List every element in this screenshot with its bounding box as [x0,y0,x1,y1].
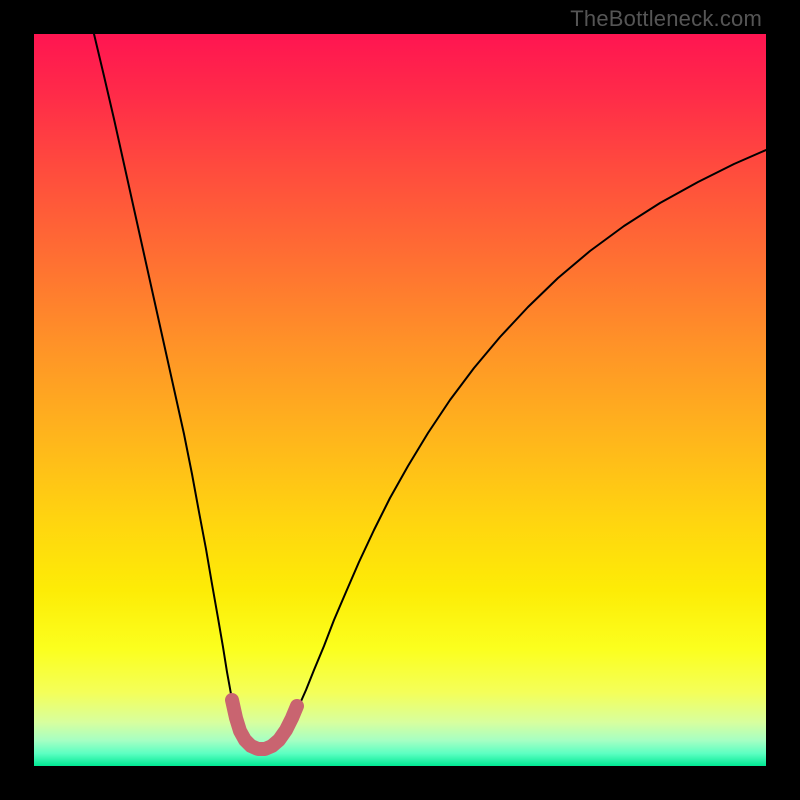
bottleneck-curve [94,34,766,751]
curve-layer [34,34,766,766]
plot-area [34,34,766,766]
bottleneck-marker [232,700,297,749]
watermark-text: TheBottleneck.com [570,6,762,32]
